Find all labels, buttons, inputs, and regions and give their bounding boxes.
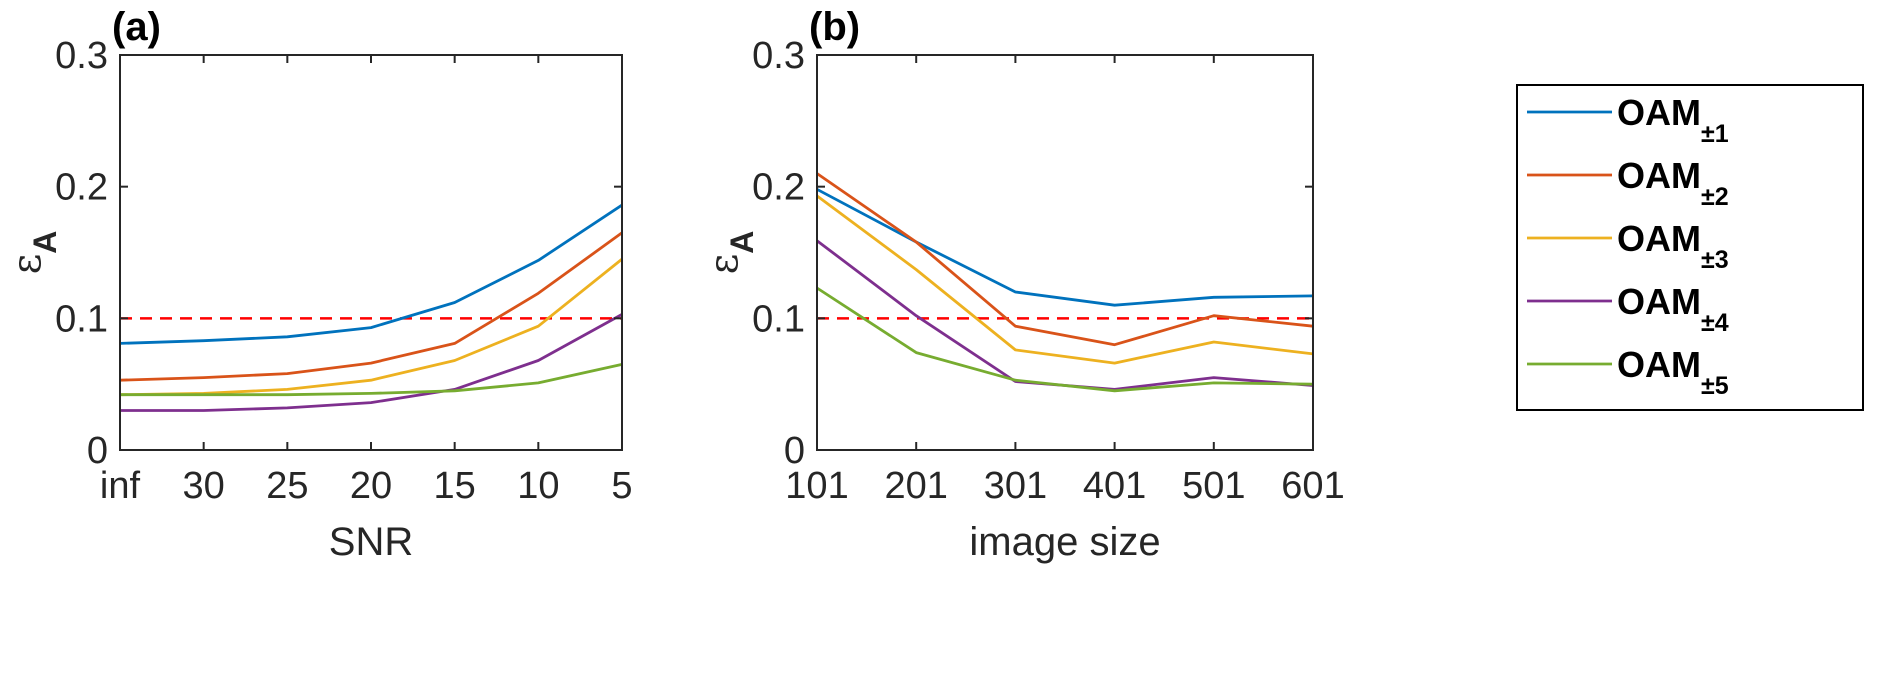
x-tick-label: 201	[884, 465, 947, 507]
series-line-oam-1	[119, 203, 623, 345]
plot-frame	[119, 54, 623, 451]
x-tick-label: 401	[1083, 465, 1146, 507]
legend-entry-label: OAM±2	[1617, 155, 1729, 211]
x-tick-label: 501	[1182, 465, 1245, 507]
x-tick-label: 301	[984, 465, 1047, 507]
y-tick-label: 0.3	[55, 35, 108, 77]
series-line-oam-3	[816, 194, 1314, 365]
x-tick-label: 101	[785, 465, 848, 507]
y-tick-label: 0	[87, 430, 108, 472]
x-tick-label: 10	[517, 465, 559, 507]
series-line-oam-2	[119, 231, 623, 382]
y-tick-label: 0.3	[752, 35, 805, 77]
legend-entry-label: OAM±3	[1617, 218, 1729, 274]
y-tick-label: 0.1	[55, 298, 108, 340]
x-axis-label: image size	[969, 520, 1160, 564]
series-line-oam-4	[120, 313, 623, 412]
legend-entry-label: OAM±5	[1617, 344, 1729, 400]
x-tick-label: 5	[611, 465, 632, 507]
series-line-oam-5	[816, 286, 1314, 393]
y-tick-label: 0	[784, 430, 805, 472]
legend-entry-label: OAM±4	[1617, 281, 1729, 337]
panel-label: (a)	[112, 5, 161, 49]
panel-a: 0 0.1 0.2 0.3 inf 30 25 20 15 10 5 SNR εA (a)	[4, 5, 633, 564]
series-line-oam-2	[816, 172, 1314, 347]
y-axis-label: εA	[4, 231, 63, 275]
legend-box	[1516, 84, 1864, 411]
x-tick-label: 25	[266, 465, 308, 507]
series-line-oam-5	[120, 363, 623, 397]
y-axis-label: εA	[701, 231, 760, 275]
x-axis-label: SNR	[329, 520, 413, 564]
legend-entry-label: OAM±1	[1617, 92, 1729, 148]
x-tick-label: inf	[100, 465, 141, 507]
panel-b: 0 0.1 0.2 0.3 101 201 301 401 501 601 image size εA…	[701, 5, 1345, 564]
series-line-oam-4	[816, 239, 1314, 391]
x-tick-label: 30	[183, 465, 225, 507]
y-tick-label: 0.2	[752, 167, 805, 209]
y-tick-label: 0.2	[55, 167, 108, 209]
series-line-oam-1	[816, 188, 1314, 307]
y-tick-label: 0.1	[752, 298, 805, 340]
panel-label: (b)	[809, 5, 860, 49]
plot-frame	[816, 54, 1314, 451]
x-tick-label: 15	[434, 465, 476, 507]
legend: OAM±1 OAM±2 OAM±3 OAM±4 OAM±5	[1516, 84, 1864, 411]
x-tick-label: 20	[350, 465, 392, 507]
x-tick-label: 601	[1281, 465, 1344, 507]
